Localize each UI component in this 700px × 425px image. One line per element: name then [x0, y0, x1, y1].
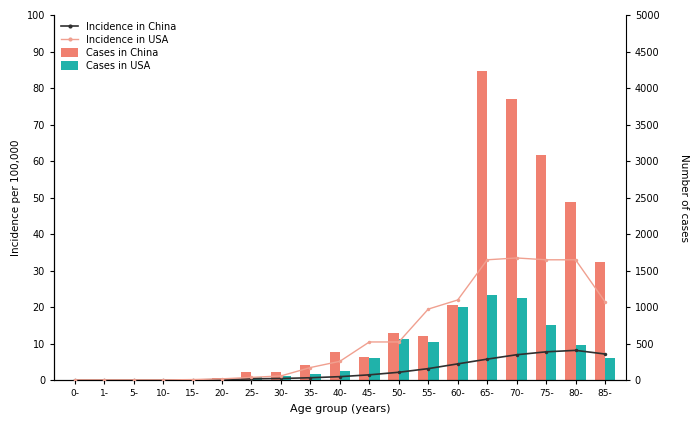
Bar — [447, 305, 458, 380]
Bar — [222, 379, 232, 380]
Bar — [271, 372, 281, 380]
Bar — [536, 155, 546, 380]
Bar — [330, 352, 340, 380]
Bar — [359, 357, 370, 380]
Bar — [428, 342, 439, 380]
Bar — [517, 298, 527, 380]
Y-axis label: Incidence per 100,000: Incidence per 100,000 — [11, 139, 21, 256]
Bar — [251, 377, 262, 380]
Y-axis label: Number of cases: Number of cases — [679, 154, 689, 242]
Bar — [595, 262, 605, 380]
X-axis label: Age group (years): Age group (years) — [290, 404, 390, 414]
Bar — [477, 71, 487, 380]
Bar — [389, 333, 399, 380]
Bar — [575, 345, 586, 380]
Bar — [487, 295, 498, 380]
Bar — [458, 307, 468, 380]
Bar — [182, 379, 192, 380]
Bar — [310, 374, 321, 380]
Bar — [546, 325, 556, 380]
Bar — [566, 202, 575, 380]
Bar — [399, 340, 409, 380]
Bar — [340, 371, 350, 380]
Bar — [605, 358, 615, 380]
Bar — [211, 378, 222, 380]
Legend: Incidence in China, Incidence in USA, Cases in China, Cases in USA: Incidence in China, Incidence in USA, Ca… — [57, 18, 181, 74]
Bar — [241, 371, 251, 380]
Bar — [418, 336, 428, 380]
Bar — [300, 365, 310, 380]
Bar — [506, 99, 517, 380]
Bar — [281, 376, 291, 380]
Bar — [370, 358, 379, 380]
